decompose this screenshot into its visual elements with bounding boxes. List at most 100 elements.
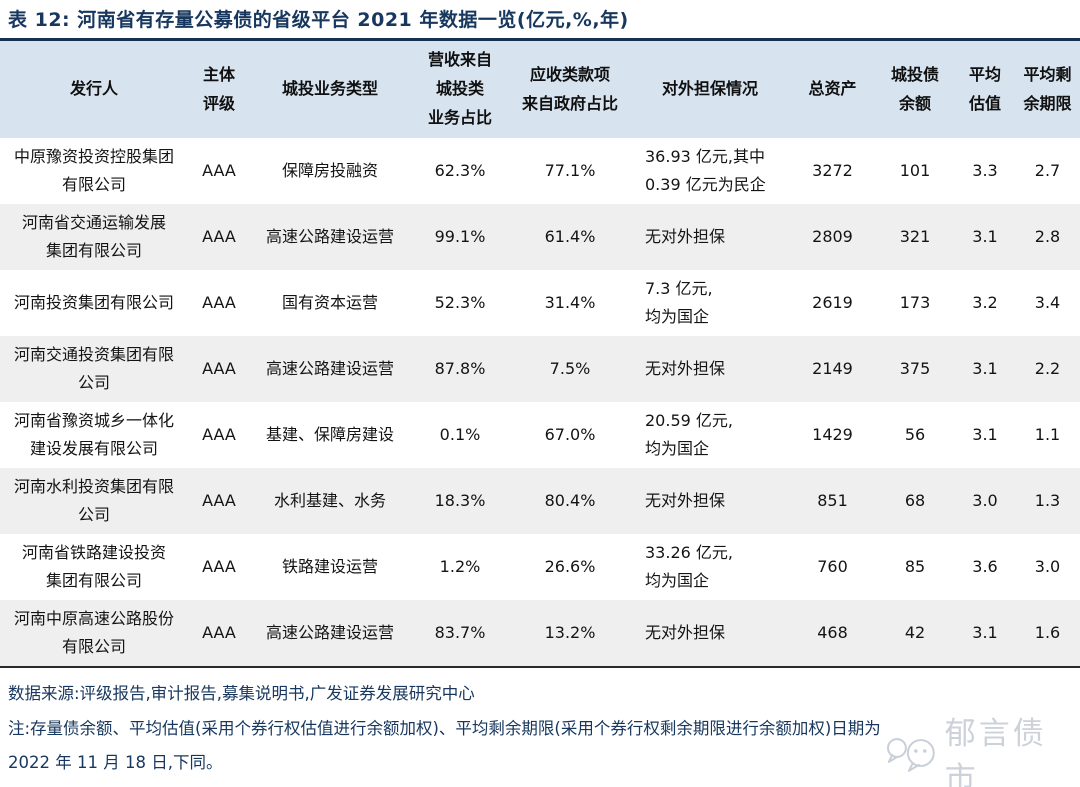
- cell-avg-valuation: 3.0: [972, 491, 998, 510]
- column-header-issuer: 发行人: [0, 41, 188, 138]
- cell-rating: AAA: [202, 293, 236, 312]
- cell-avg-remaining-maturity: 2.8: [1034, 227, 1061, 246]
- cell-issuer: 河南水利投资集团有限 公司: [13, 477, 174, 524]
- cell-avg-remaining-maturity: 2.7: [1034, 161, 1061, 180]
- table-row: 中原豫资投资控股集团 有限公司 AAA 保障房投融资 62.3% 77.1% 36.93 …: [0, 138, 1080, 204]
- cell-rating: AAA: [202, 425, 236, 444]
- table-row: 河南投资集团有限公司 AAA 国有资本运营 52.3% 31.4% 7.3 亿元, 均为国…: [0, 270, 1080, 336]
- cell-business-type: 水利基建、水务: [273, 491, 386, 510]
- cell-issuer: 河南投资集团有限公司: [13, 293, 174, 312]
- cell-external-guarantee: 无对外担保: [645, 623, 726, 642]
- cell-avg-remaining-maturity: 1.6: [1034, 623, 1061, 642]
- cell-external-guarantee: 无对外担保: [645, 227, 726, 246]
- table-row: 河南中原高速公路股份 有限公司 AAA 高速公路建设运营 83.7% 13.2% 无对外担…: [0, 600, 1080, 667]
- cell-receivables-from-gov-pct: 13.2%: [544, 623, 596, 642]
- table-row: 河南省铁路建设投资 集团有限公司 AAA 铁路建设运营 1.2% 26.6% 33.26 …: [0, 534, 1080, 600]
- cell-total-assets: 1429: [812, 425, 853, 444]
- cell-avg-valuation: 3.3: [972, 161, 998, 180]
- cell-revenue-from-chengtou-pct: 18.3%: [434, 491, 486, 510]
- cell-revenue-from-chengtou-pct: 87.8%: [434, 359, 486, 378]
- column-header-bond-balance: 城投债 余额: [875, 41, 955, 138]
- cell-total-assets: 760: [817, 557, 848, 576]
- cell-receivables-from-gov-pct: 61.4%: [544, 227, 596, 246]
- data-source-note: 数据来源:评级报告,审计报告,募集说明书,广发证券发展研究中心: [8, 684, 475, 703]
- cell-receivables-from-gov-pct: 7.5%: [549, 359, 591, 378]
- cell-total-assets: 3272: [812, 161, 853, 180]
- cell-receivables-from-gov-pct: 80.4%: [544, 491, 596, 510]
- column-header-total-assets: 总资产: [790, 41, 875, 138]
- footnote-line-1: 注:存量债余额、平均估值(采用个券行权估值进行余额加权)、平均剩余期限(采用个券…: [8, 718, 881, 738]
- cell-avg-valuation: 3.1: [972, 359, 998, 378]
- cell-receivables-from-gov-pct: 31.4%: [544, 293, 596, 312]
- cell-avg-remaining-maturity: 1.3: [1034, 491, 1061, 510]
- cell-avg-remaining-maturity: 3.4: [1034, 293, 1061, 312]
- cell-receivables-from-gov-pct: 77.1%: [544, 161, 596, 180]
- cell-chengtou-bond-balance: 68: [904, 491, 926, 510]
- cell-avg-valuation: 3.1: [972, 227, 998, 246]
- cell-external-guarantee: 无对外担保: [645, 491, 726, 510]
- cell-total-assets: 2809: [812, 227, 853, 246]
- footnote-line-2: 2022 年 11 月 18 日,下同。: [8, 752, 223, 772]
- cell-revenue-from-chengtou-pct: 52.3%: [434, 293, 486, 312]
- column-header-avg-valuation: 平均 估值: [955, 41, 1015, 138]
- table-title: 表 12: 河南省有存量公募债的省级平台 2021 年数据一览(亿元,%,年): [0, 0, 1080, 41]
- cell-avg-valuation: 3.6: [972, 557, 998, 576]
- cell-rating: AAA: [202, 623, 236, 642]
- cell-external-guarantee: 33.26 亿元, 均为国企: [645, 543, 733, 590]
- cell-total-assets: 851: [817, 491, 848, 510]
- cell-avg-valuation: 3.1: [972, 623, 998, 642]
- cell-chengtou-bond-balance: 42: [904, 623, 926, 642]
- cell-total-assets: 2619: [812, 293, 853, 312]
- table-header: 发行人 主体 评级 城投业务类型 营收来自 城投类 业务占比 应收类款项 来自政…: [0, 41, 1080, 138]
- table-row: 河南水利投资集团有限 公司 AAA 水利基建、水务 18.3% 80.4% 无对外担保 85…: [0, 468, 1080, 534]
- cell-chengtou-bond-balance: 56: [904, 425, 926, 444]
- cell-avg-remaining-maturity: 1.1: [1034, 425, 1061, 444]
- cell-issuer: 河南省铁路建设投资 集团有限公司: [21, 543, 166, 590]
- cell-business-type: 基建、保障房建设: [265, 425, 394, 444]
- cell-issuer: 河南中原高速公路股份 有限公司: [13, 609, 174, 656]
- cell-business-type: 保障房投融资: [281, 161, 378, 180]
- cell-revenue-from-chengtou-pct: 99.1%: [434, 227, 486, 246]
- cell-avg-valuation: 3.1: [972, 425, 998, 444]
- table-row: 河南省交通运输发展 集团有限公司 AAA 高速公路建设运营 99.1% 61.4% 无对外…: [0, 204, 1080, 270]
- cell-rating: AAA: [202, 227, 236, 246]
- cell-avg-valuation: 3.2: [972, 293, 998, 312]
- column-header-receivables-pct: 应收类款项 来自政府占比: [510, 41, 630, 138]
- cell-rating: AAA: [202, 161, 236, 180]
- cell-issuer: 河南省豫资城乡一体化 建设发展有限公司: [13, 411, 174, 458]
- cell-rating: AAA: [202, 557, 236, 576]
- column-header-revenue-pct: 营收来自 城投类 业务占比: [410, 41, 510, 138]
- table-body: 中原豫资投资控股集团 有限公司 AAA 保障房投融资 62.3% 77.1% 36.93 …: [0, 138, 1080, 667]
- table-row: 河南省豫资城乡一体化 建设发展有限公司 AAA 基建、保障房建设 0.1% 67.0% 2…: [0, 402, 1080, 468]
- cell-receivables-from-gov-pct: 26.6%: [544, 557, 596, 576]
- cell-revenue-from-chengtou-pct: 83.7%: [434, 623, 486, 642]
- cell-issuer: 河南省交通运输发展 集团有限公司: [21, 213, 166, 260]
- cell-receivables-from-gov-pct: 67.0%: [544, 425, 596, 444]
- cell-chengtou-bond-balance: 101: [899, 161, 931, 180]
- cell-chengtou-bond-balance: 173: [899, 293, 931, 312]
- column-header-external-guarantee: 对外担保情况: [630, 41, 790, 138]
- cell-external-guarantee: 7.3 亿元, 均为国企: [645, 279, 713, 326]
- cell-revenue-from-chengtou-pct: 62.3%: [434, 161, 486, 180]
- cell-revenue-from-chengtou-pct: 0.1%: [439, 425, 481, 444]
- column-header-avg-maturity: 平均剩 余期限: [1015, 41, 1080, 138]
- data-table: 发行人 主体 评级 城投业务类型 营收来自 城投类 业务占比 应收类款项 来自政…: [0, 41, 1080, 668]
- cell-external-guarantee: 20.59 亿元, 均为国企: [645, 411, 733, 458]
- cell-rating: AAA: [202, 359, 236, 378]
- cell-chengtou-bond-balance: 375: [899, 359, 931, 378]
- cell-issuer: 中原豫资投资控股集团 有限公司: [13, 147, 174, 194]
- cell-revenue-from-chengtou-pct: 1.2%: [439, 557, 481, 576]
- cell-chengtou-bond-balance: 321: [899, 227, 931, 246]
- cell-external-guarantee: 36.93 亿元,其中 0.39 亿元为民企: [645, 147, 766, 194]
- cell-avg-remaining-maturity: 2.2: [1034, 359, 1061, 378]
- cell-rating: AAA: [202, 491, 236, 510]
- cell-issuer: 河南交通投资集团有限 公司: [13, 345, 174, 392]
- column-header-rating: 主体 评级: [188, 41, 250, 138]
- cell-chengtou-bond-balance: 85: [904, 557, 926, 576]
- cell-business-type: 高速公路建设运营: [265, 227, 394, 246]
- cell-business-type: 国有资本运营: [281, 293, 378, 312]
- header-row: 发行人 主体 评级 城投业务类型 营收来自 城投类 业务占比 应收类款项 来自政…: [0, 41, 1080, 138]
- cell-total-assets: 2149: [812, 359, 853, 378]
- cell-total-assets: 468: [817, 623, 848, 642]
